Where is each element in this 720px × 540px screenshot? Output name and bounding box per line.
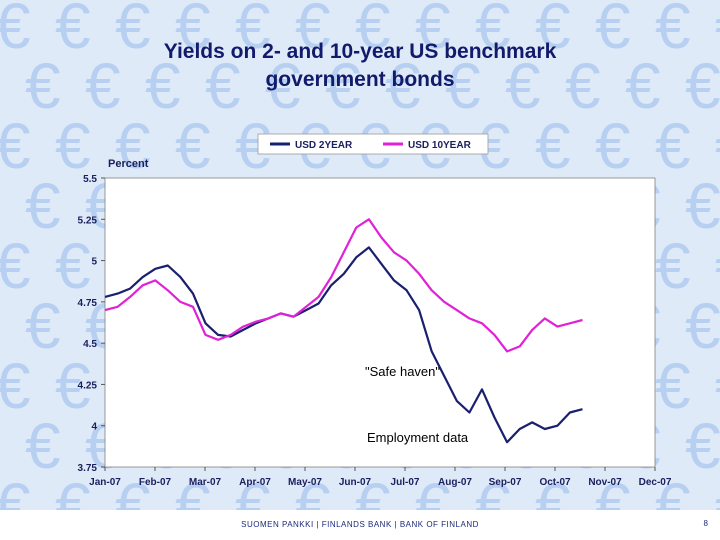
euro-glyph: € (415, 0, 451, 62)
legend-label: USD 2YEAR (295, 140, 353, 151)
euro-glyph: € (325, 50, 361, 122)
y-tick-label: 4 (91, 422, 97, 433)
euro-glyph: € (0, 110, 31, 182)
series-line-usd-2year (104, 246, 583, 444)
y-tick-label: 3.75 (78, 463, 98, 474)
euro-glyph: € (25, 50, 61, 122)
euro-glyph: € (655, 110, 691, 182)
y-tick-label: 4.25 (78, 380, 98, 391)
euro-glyph: € (0, 350, 31, 422)
euro-glyph: € (25, 170, 61, 242)
euro-glyph: € (685, 410, 720, 482)
euro-glyph: € (235, 470, 271, 510)
x-tick-label: Sep-07 (489, 477, 522, 488)
euro-glyph: € (25, 290, 61, 362)
legend-label: USD 10YEAR (408, 140, 472, 151)
title-line-2: government bonds (265, 68, 455, 91)
euro-glyph: € (655, 230, 691, 302)
y-tick-label: 5.25 (78, 215, 98, 226)
series-line-usd-10year (104, 218, 583, 353)
euro-glyph: € (685, 290, 720, 362)
euro-glyph: € (595, 0, 631, 62)
euro-glyph: € (295, 470, 331, 510)
annotation-employment-data: Employment data (367, 430, 469, 445)
euro-glyph: € (535, 0, 571, 62)
footer-bar: SUOMEN PANKKI | FINLANDS BANK | BANK OF … (0, 510, 720, 540)
y-tick-label: 4.5 (83, 339, 97, 350)
legend-box (257, 133, 489, 155)
x-tick-label: Apr-07 (239, 477, 271, 488)
euro-glyph: € (0, 230, 31, 302)
x-tick-label: Jun-07 (339, 477, 372, 488)
euro-glyph: € (115, 0, 151, 62)
euro-glyph: € (0, 0, 31, 62)
euro-glyph: € (55, 230, 91, 302)
x-tick-label: Dec-07 (639, 477, 672, 488)
slide-title: Yields on 2- and 10-year US benchmark go… (60, 38, 660, 94)
euro-glyph: € (685, 170, 720, 242)
line-chart: 5.5 5.25 5 4.75 4.5 4.25 4 3.75 Percent Jan-07 Feb… (78, 133, 672, 488)
euro-glyph: € (55, 470, 91, 510)
euro-glyph: € (355, 0, 391, 62)
euro-glyph: € (475, 470, 511, 510)
euro-glyph: € (715, 0, 720, 62)
footer-text: SUOMEN PANKKI | FINLANDS BANK | BANK OF … (241, 520, 479, 529)
euro-glyph: € (355, 470, 391, 510)
page-number: 8 (703, 519, 708, 528)
euro-glyph: € (655, 470, 691, 510)
euro-glyph: € (625, 50, 661, 122)
euro-glyph: € (535, 110, 571, 182)
plot-border (104, 177, 656, 468)
euro-glyph: € (55, 0, 91, 62)
x-tick-label: May-07 (288, 477, 322, 488)
x-tick-label: Nov-07 (588, 477, 622, 488)
euro-glyph: € (595, 110, 631, 182)
euro-glyph: € (595, 470, 631, 510)
euro-glyph: € (205, 50, 241, 122)
euro-glyph: € (655, 0, 691, 62)
euro-glyph: € (505, 50, 541, 122)
x-tick-label: Jul-07 (391, 477, 420, 488)
euro-glyph: € (685, 50, 720, 122)
euro-glyph: € (415, 470, 451, 510)
euro-glyph: € (175, 110, 211, 182)
x-tick-label: Aug-07 (438, 477, 472, 488)
y-tick-label: 4.75 (78, 298, 98, 309)
euro-glyph: € (445, 50, 481, 122)
y-tick-label: 5.5 (83, 174, 97, 185)
euro-glyph: € (175, 470, 211, 510)
euro-glyph: € (655, 350, 691, 422)
y-axis-label: Percent (108, 158, 149, 170)
euro-glyph: € (115, 110, 151, 182)
euro-glyph: € (115, 470, 151, 510)
euro-glyph: € (175, 0, 211, 62)
euro-glyph: € (0, 470, 31, 510)
euro-glyph: € (85, 50, 121, 122)
euro-glyph: € (715, 350, 720, 422)
euro-glyph: € (295, 0, 331, 62)
euro-glyph: € (145, 50, 181, 122)
euro-glyph: € (475, 0, 511, 62)
euro-glyph: € (715, 230, 720, 302)
x-tick-label: Mar-07 (189, 477, 222, 488)
euro-glyph: € (565, 50, 601, 122)
euro-glyph: € (235, 0, 271, 62)
title-line-1: Yields on 2- and 10-year US benchmark (163, 40, 557, 63)
euro-glyph: € (55, 110, 91, 182)
x-tick-label: Oct-07 (539, 477, 571, 488)
euro-glyph: € (55, 350, 91, 422)
y-tick-label: 5 (91, 257, 97, 268)
euro-glyph: € (385, 50, 421, 122)
euro-glyph: € (715, 110, 720, 182)
euro-glyph: € (25, 410, 61, 482)
x-tick-label: Feb-07 (139, 477, 172, 488)
annotation-safe-haven: "Safe haven" (365, 364, 440, 379)
euro-glyph: € (535, 470, 571, 510)
euro-glyph: € (265, 50, 301, 122)
x-tick-label: Jan-07 (89, 477, 121, 488)
euro-glyph: € (715, 470, 720, 510)
